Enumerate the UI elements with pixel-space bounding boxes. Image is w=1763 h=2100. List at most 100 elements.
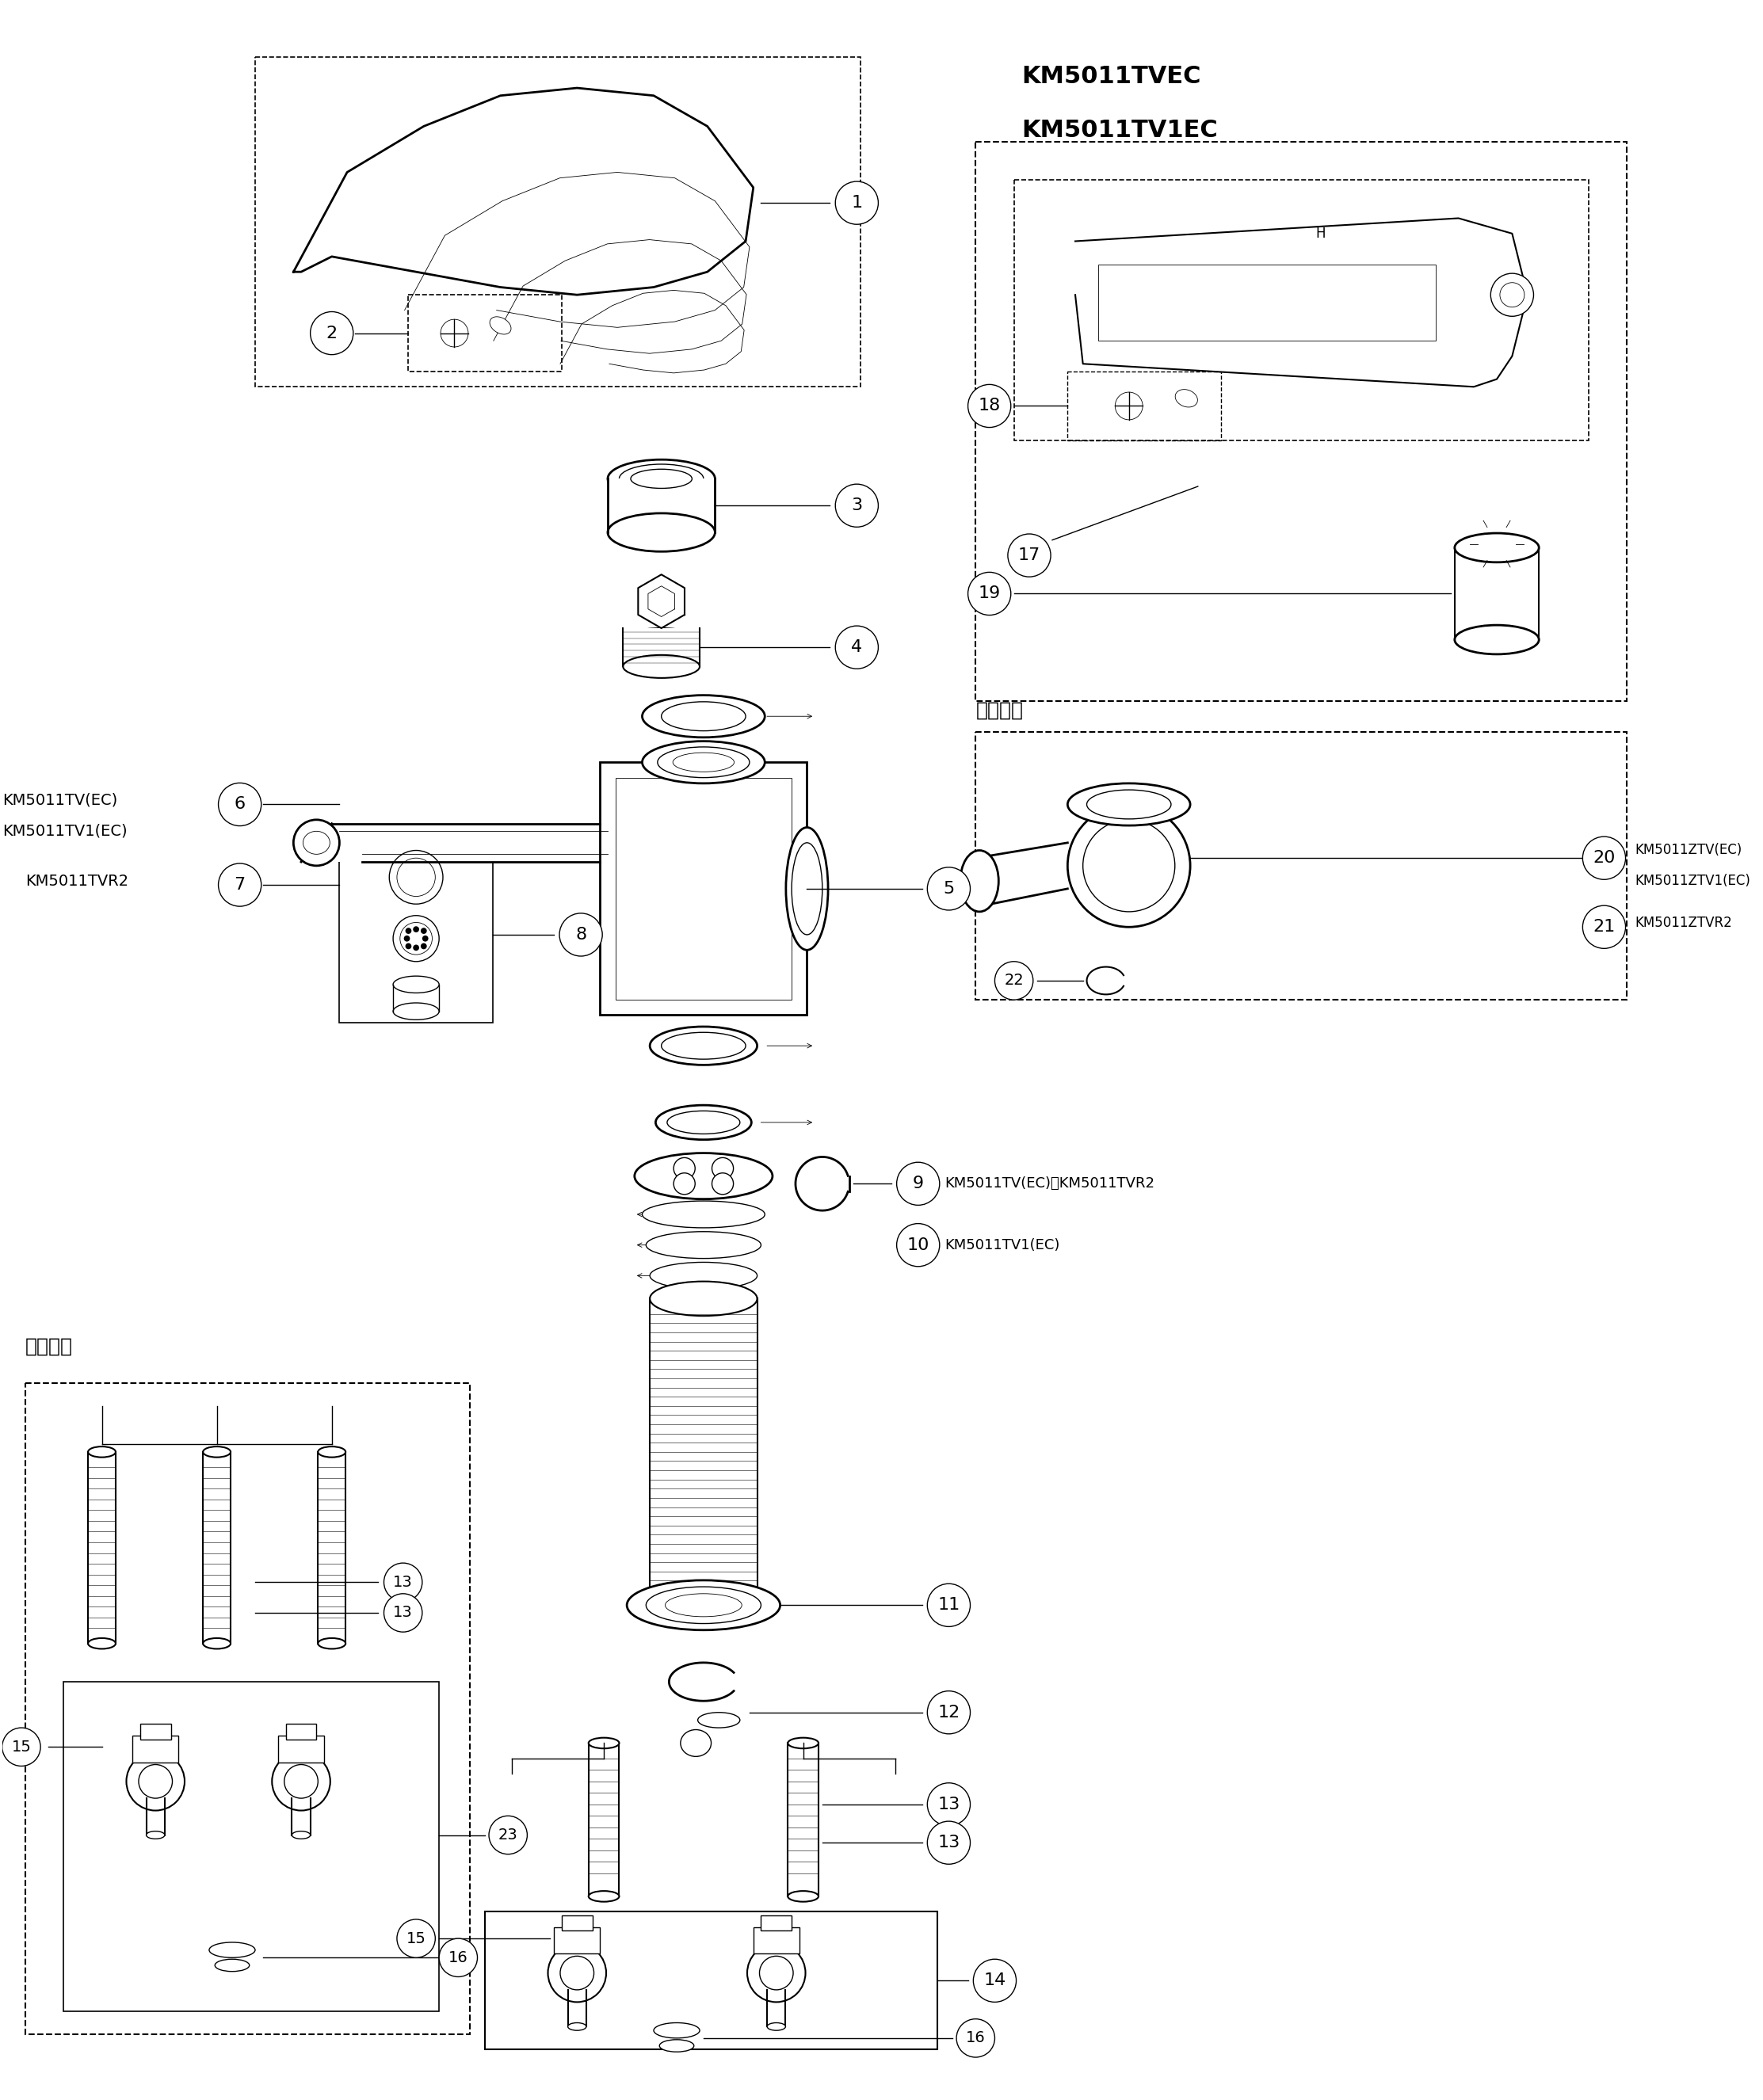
Circle shape <box>973 1959 1015 2001</box>
Bar <box>1068 372 1222 441</box>
Ellipse shape <box>628 1581 781 1630</box>
Text: 13: 13 <box>393 1604 413 1621</box>
Circle shape <box>413 945 420 951</box>
Circle shape <box>994 962 1033 1000</box>
Text: 14: 14 <box>984 1972 1007 1989</box>
Ellipse shape <box>608 460 716 498</box>
Bar <box>141 1724 171 1739</box>
Bar <box>622 628 700 666</box>
Ellipse shape <box>397 859 435 897</box>
Text: 9: 9 <box>913 1176 924 1191</box>
Circle shape <box>397 1919 435 1957</box>
Ellipse shape <box>658 748 749 777</box>
Ellipse shape <box>293 819 340 865</box>
Text: KM5011ZTV1(EC): KM5011ZTV1(EC) <box>1634 874 1751 888</box>
Text: KM5011TV1(EC): KM5011TV1(EC) <box>2 823 127 838</box>
Ellipse shape <box>642 695 765 737</box>
Ellipse shape <box>661 1033 746 1058</box>
Ellipse shape <box>961 850 998 911</box>
Circle shape <box>413 926 420 932</box>
Circle shape <box>927 1691 970 1735</box>
Text: 15: 15 <box>12 1739 32 1754</box>
Circle shape <box>548 1945 606 2001</box>
Ellipse shape <box>619 464 703 493</box>
Text: 3: 3 <box>852 498 862 514</box>
Ellipse shape <box>659 2039 695 2052</box>
Text: 13: 13 <box>393 1575 413 1590</box>
Ellipse shape <box>788 1890 818 1903</box>
Circle shape <box>927 867 970 909</box>
Circle shape <box>139 1764 173 1798</box>
Circle shape <box>404 934 411 941</box>
Ellipse shape <box>681 1730 710 1756</box>
Text: 15: 15 <box>405 1932 427 1947</box>
Bar <box>132 1735 178 1762</box>
Circle shape <box>927 1783 970 1825</box>
Ellipse shape <box>698 1712 740 1728</box>
Bar <box>286 1724 316 1739</box>
Circle shape <box>384 1562 421 1602</box>
Text: KM5011TVR2: KM5011TVR2 <box>25 874 129 888</box>
Ellipse shape <box>146 1831 164 1840</box>
Ellipse shape <box>666 1111 740 1134</box>
Ellipse shape <box>654 2022 700 2039</box>
Text: 13: 13 <box>938 1835 961 1850</box>
Circle shape <box>836 181 878 225</box>
Circle shape <box>748 1945 806 2001</box>
Bar <box>340 838 492 1023</box>
Text: 7: 7 <box>234 878 245 892</box>
Ellipse shape <box>792 842 822 935</box>
Circle shape <box>712 1157 733 1178</box>
Text: KM5011TV1(EC): KM5011TV1(EC) <box>945 1237 1060 1252</box>
Circle shape <box>1008 533 1051 578</box>
Bar <box>1098 265 1435 340</box>
Ellipse shape <box>631 468 693 489</box>
Bar <box>554 1928 599 1953</box>
Circle shape <box>1116 393 1142 420</box>
Circle shape <box>384 1594 421 1632</box>
Bar <box>256 57 860 386</box>
Text: KM5011TV(EC)・KM5011TVR2: KM5011TV(EC)・KM5011TVR2 <box>945 1176 1155 1191</box>
Bar <box>608 479 716 533</box>
Circle shape <box>272 1751 330 1810</box>
Circle shape <box>836 485 878 527</box>
Ellipse shape <box>393 977 439 993</box>
Circle shape <box>441 319 469 346</box>
Circle shape <box>836 626 878 668</box>
Text: KM5011ZTV(EC): KM5011ZTV(EC) <box>1634 842 1742 857</box>
Ellipse shape <box>608 512 716 552</box>
Ellipse shape <box>651 1588 756 1623</box>
Ellipse shape <box>317 1638 346 1649</box>
Polygon shape <box>293 88 753 294</box>
Ellipse shape <box>317 1447 346 1457</box>
Circle shape <box>673 1174 695 1195</box>
Text: 19: 19 <box>978 586 1001 601</box>
Ellipse shape <box>1176 388 1197 407</box>
Bar <box>301 823 599 861</box>
Circle shape <box>439 1938 478 1976</box>
Ellipse shape <box>88 1638 116 1649</box>
Bar <box>25 1384 469 2035</box>
Bar <box>485 1911 938 2050</box>
Ellipse shape <box>661 701 746 731</box>
Ellipse shape <box>293 1831 310 1840</box>
Ellipse shape <box>1082 819 1174 911</box>
Text: 21: 21 <box>1594 920 1615 934</box>
Circle shape <box>673 1157 695 1178</box>
Circle shape <box>968 571 1010 615</box>
Circle shape <box>219 863 261 907</box>
Circle shape <box>927 1821 970 1865</box>
Text: 10: 10 <box>906 1237 929 1254</box>
Circle shape <box>927 1583 970 1628</box>
Text: KM5011ZTVR2: KM5011ZTVR2 <box>1634 916 1731 930</box>
Bar <box>279 1735 324 1762</box>
Text: H: H <box>1315 227 1326 242</box>
Ellipse shape <box>215 1959 249 1972</box>
Text: 2: 2 <box>326 325 337 340</box>
Text: 20: 20 <box>1592 850 1615 865</box>
Circle shape <box>559 913 603 955</box>
Ellipse shape <box>393 916 439 962</box>
Bar <box>753 1928 799 1953</box>
Ellipse shape <box>642 741 765 783</box>
Ellipse shape <box>788 1737 818 1749</box>
